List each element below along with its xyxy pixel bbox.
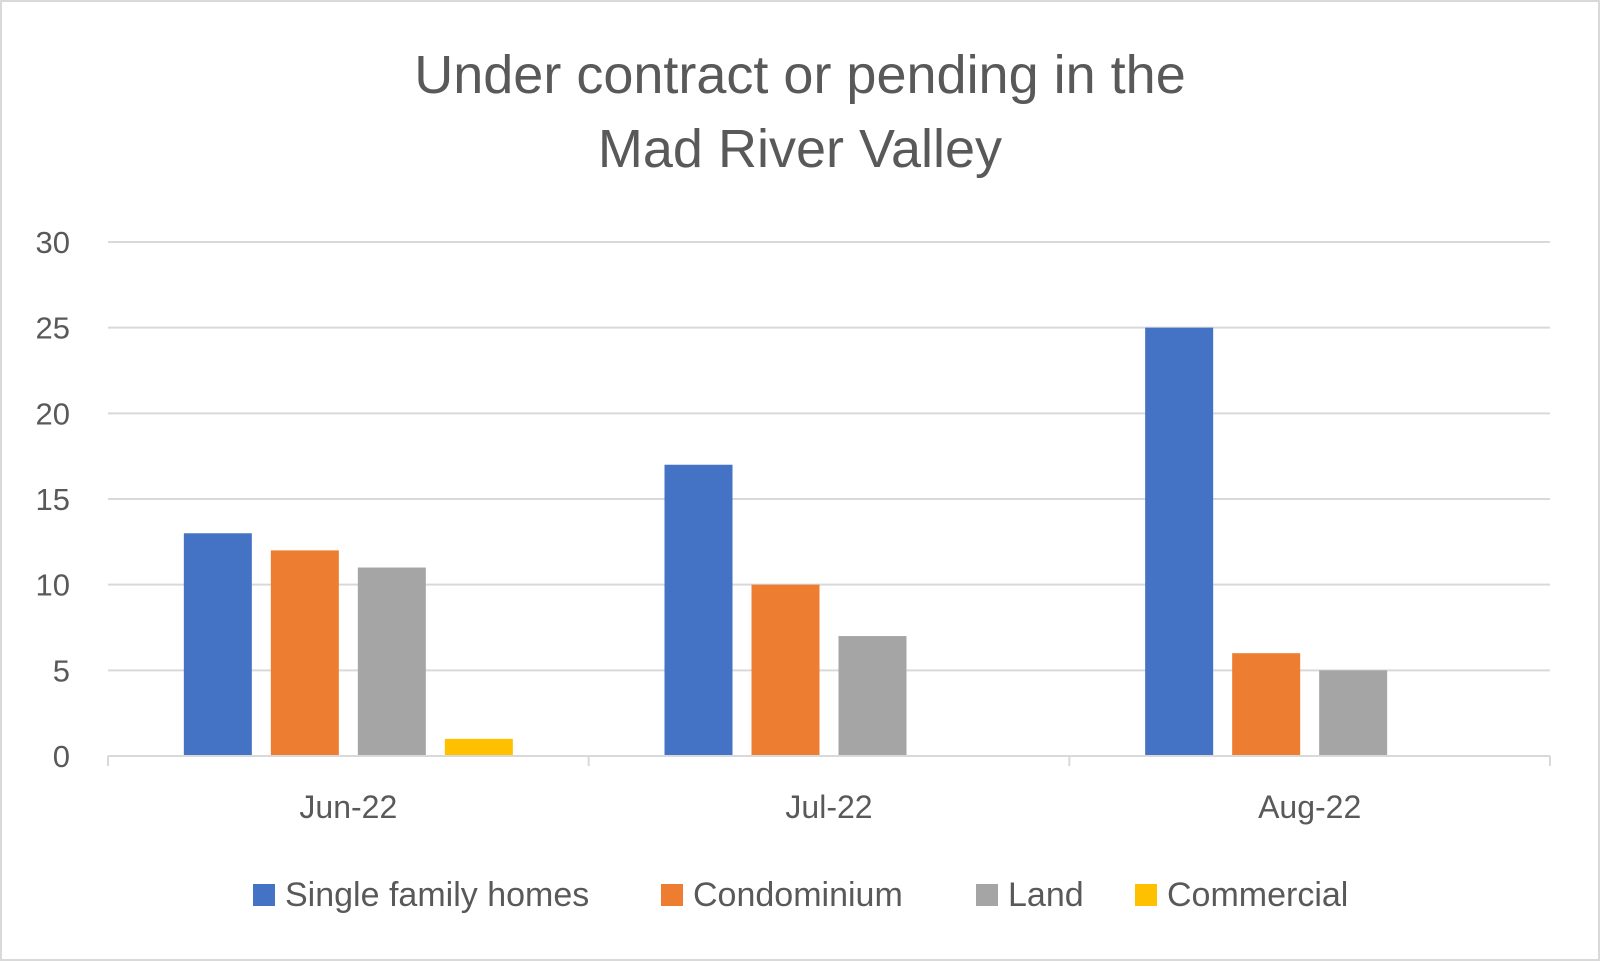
bar [1319, 670, 1388, 756]
bar [664, 464, 733, 756]
chart-title-line-1: Under contract or pending in the [414, 45, 1186, 105]
legend-label: Condominium [693, 876, 903, 914]
bar [1145, 327, 1214, 756]
x-category-label: Jul-22 [785, 789, 872, 825]
chart-title: Under contract or pending in the Mad Riv… [0, 38, 1600, 186]
x-axis-category-labels: Jun-22 Jul-22 Aug-22 [299, 789, 1361, 825]
legend-swatch [976, 884, 998, 906]
bar [357, 567, 426, 756]
legend-label: Commercial [1167, 876, 1348, 914]
x-category-label: Aug-22 [1258, 789, 1361, 825]
y-tick-label: 15 [36, 482, 70, 517]
y-tick-label: 0 [53, 739, 70, 774]
y-tick-label: 5 [53, 653, 70, 688]
bar [838, 636, 907, 756]
legend: Single family homes Condominium Land Commer… [253, 876, 1348, 914]
legend-label: Single family homes [285, 876, 589, 914]
y-tick-label: 30 [36, 225, 70, 260]
y-axis-tick-labels: 0 5 10 15 20 25 30 [36, 225, 70, 774]
bar [183, 533, 252, 756]
bar [270, 550, 339, 756]
bar [444, 738, 513, 756]
chart-title-line-2: Mad River Valley [597, 119, 1003, 179]
y-tick-label: 20 [36, 396, 70, 431]
bar [1232, 653, 1301, 756]
legend-label: Land [1008, 876, 1084, 914]
x-axis [107, 755, 1551, 766]
legend-swatch [661, 884, 683, 906]
x-category-label: Jun-22 [299, 789, 397, 825]
legend-swatch [253, 884, 275, 906]
legend-swatch [1135, 884, 1157, 906]
y-tick-label: 10 [36, 568, 70, 603]
y-tick-label: 25 [36, 311, 70, 346]
bars [183, 327, 1388, 756]
gridlines [108, 241, 1550, 672]
bar [751, 584, 820, 756]
